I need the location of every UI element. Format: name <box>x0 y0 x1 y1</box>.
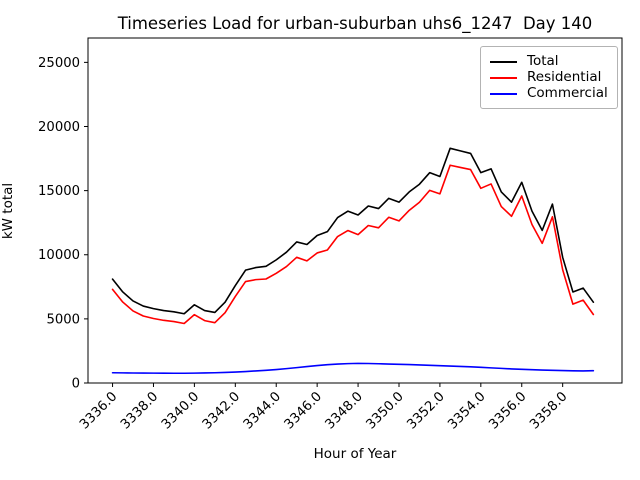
axes-frame <box>87 37 623 384</box>
legend-label-residential: Residential <box>527 69 602 85</box>
y-tick-label: 5000 <box>46 312 80 327</box>
legend-entry-commercial: Commercial <box>490 86 608 101</box>
legend-entry-residential: Residential <box>490 70 608 85</box>
x-tick-label: 3342.0 <box>200 389 243 432</box>
y-tick-label: 25000 <box>38 56 80 71</box>
legend-label-total: Total <box>527 53 559 69</box>
y-tick-label: 15000 <box>38 184 80 199</box>
x-tick-label: 3350.0 <box>364 389 407 432</box>
x-tick-label: 3356.0 <box>486 389 529 432</box>
x-tick-label: 3352.0 <box>404 389 447 432</box>
chart-title: Timeseries Load for urban-suburban uhs6_… <box>117 14 593 33</box>
legend-label-commercial: Commercial <box>527 85 608 101</box>
x-tick-label: 3348.0 <box>323 389 366 432</box>
x-axis-label: Hour of Year <box>313 446 397 462</box>
y-tick-label: 20000 <box>38 120 80 135</box>
x-tick-label: 3358.0 <box>527 389 570 432</box>
legend: Total Residential Commercial <box>480 46 618 109</box>
commercial-line-swatch <box>490 92 517 95</box>
y-tick-label: 10000 <box>38 248 80 263</box>
residential-line-swatch <box>490 76 517 79</box>
series-line-commercial <box>111 362 595 375</box>
y-tick-label: 0 <box>72 377 80 392</box>
x-tick-label: 3354.0 <box>445 389 488 432</box>
legend-entry-total: Total <box>490 54 608 69</box>
series-line-residential <box>111 164 595 325</box>
x-tick-label: 3344.0 <box>241 389 284 432</box>
x-tick-label: 3340.0 <box>159 389 202 432</box>
x-tick-label: 3338.0 <box>118 389 161 432</box>
x-tick-label: 3336.0 <box>77 389 120 432</box>
series-line-total <box>111 147 595 315</box>
x-tick-label: 3346.0 <box>282 389 325 432</box>
total-line-swatch <box>490 60 517 63</box>
